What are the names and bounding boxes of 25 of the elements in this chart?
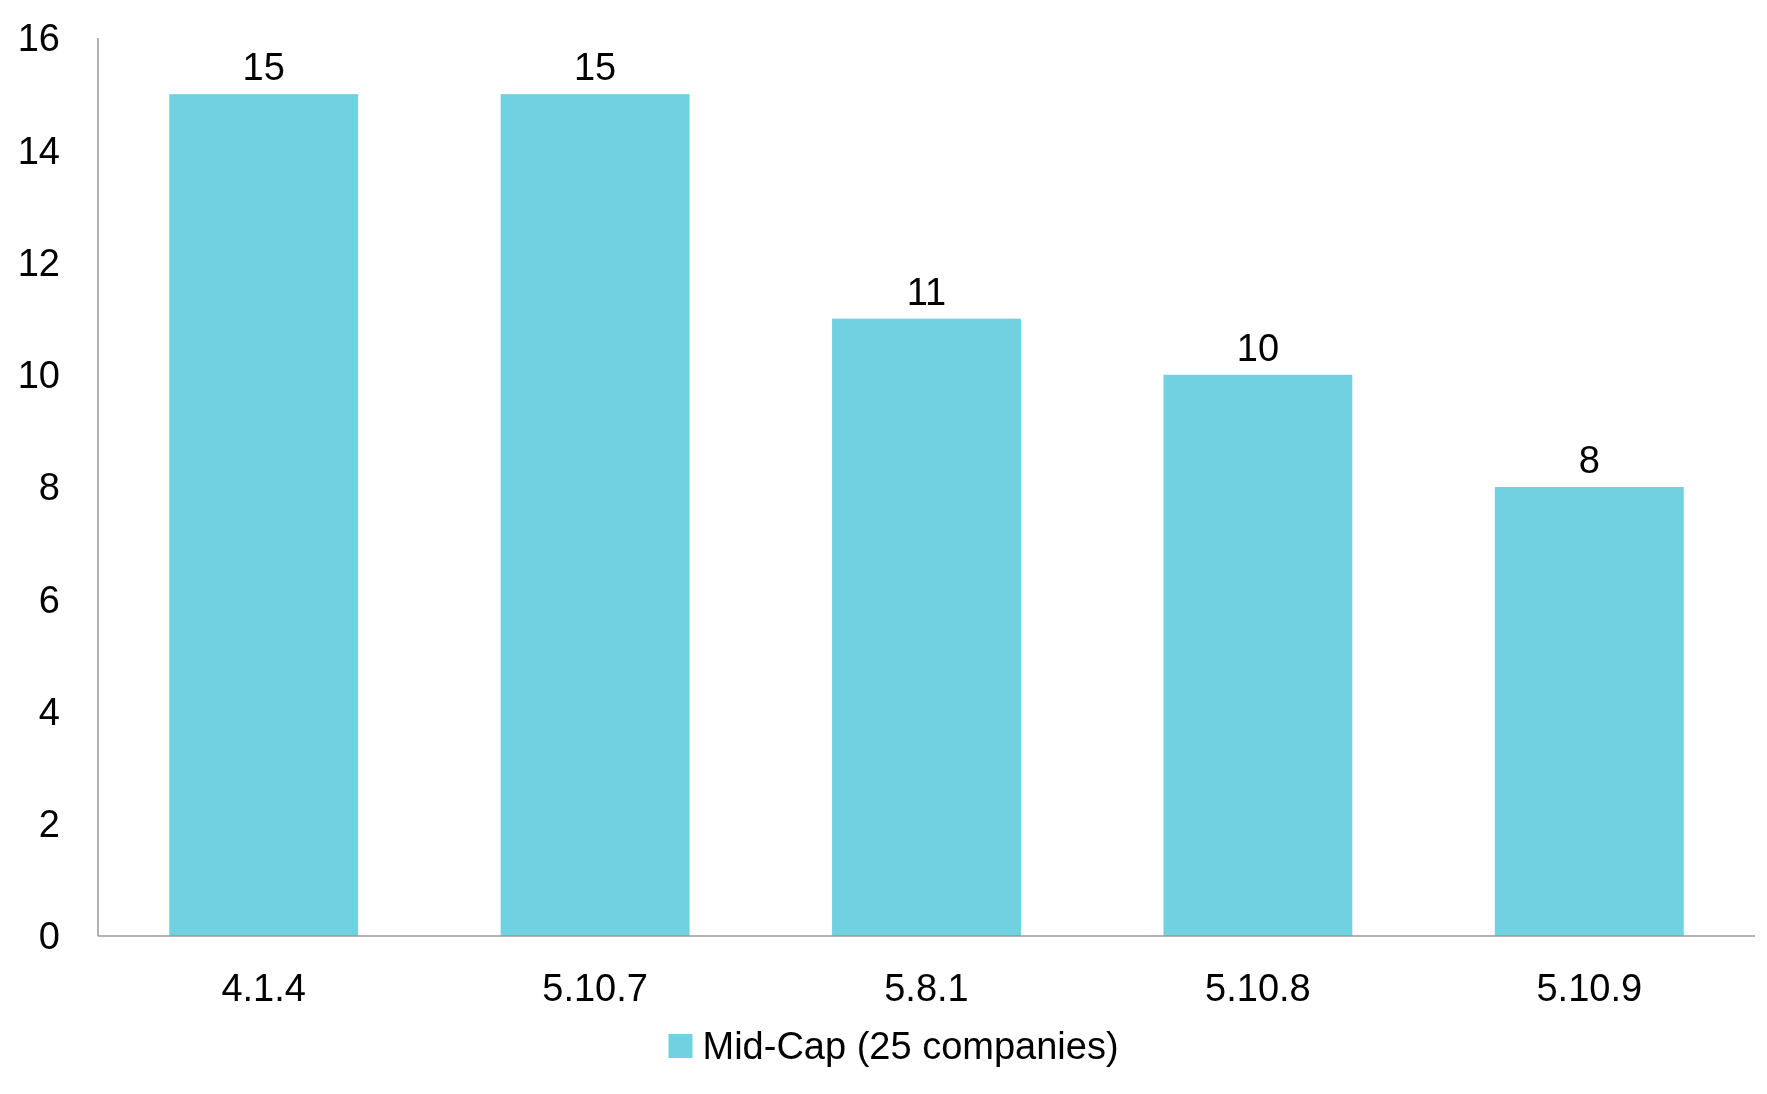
y-tick-label: 12 (17, 241, 60, 284)
y-tick-label: 2 (38, 803, 60, 846)
data-label: 11 (906, 270, 947, 313)
x-tick-label: 5.10.9 (1536, 967, 1643, 1009)
y-tick-label: 0 (38, 915, 60, 958)
data-label: 15 (242, 46, 285, 89)
bar (832, 318, 1021, 936)
y-tick-label: 4 (38, 690, 60, 733)
bar (1494, 487, 1684, 936)
y-tick-label: 10 (17, 354, 60, 397)
legend-label: Mid-Cap (25 companies) (702, 1025, 1119, 1068)
y-tick-label: 8 (38, 466, 60, 509)
x-tick-label: 5.8.1 (884, 967, 969, 1009)
x-tick-label: 5.10.8 (1205, 967, 1311, 1009)
y-tick-label: 14 (17, 129, 60, 172)
data-label: 8 (1578, 439, 1600, 481)
y-tick-label: 6 (38, 578, 60, 621)
y-tick-label: 16 (17, 17, 60, 60)
x-tick-label: 4.1.4 (221, 967, 306, 1009)
data-label: 15 (573, 46, 617, 89)
bar (500, 94, 690, 936)
bar (1163, 374, 1353, 936)
bar (169, 94, 359, 936)
data-label: 10 (1236, 326, 1280, 369)
x-tick-label: 5.10.7 (542, 967, 648, 1009)
